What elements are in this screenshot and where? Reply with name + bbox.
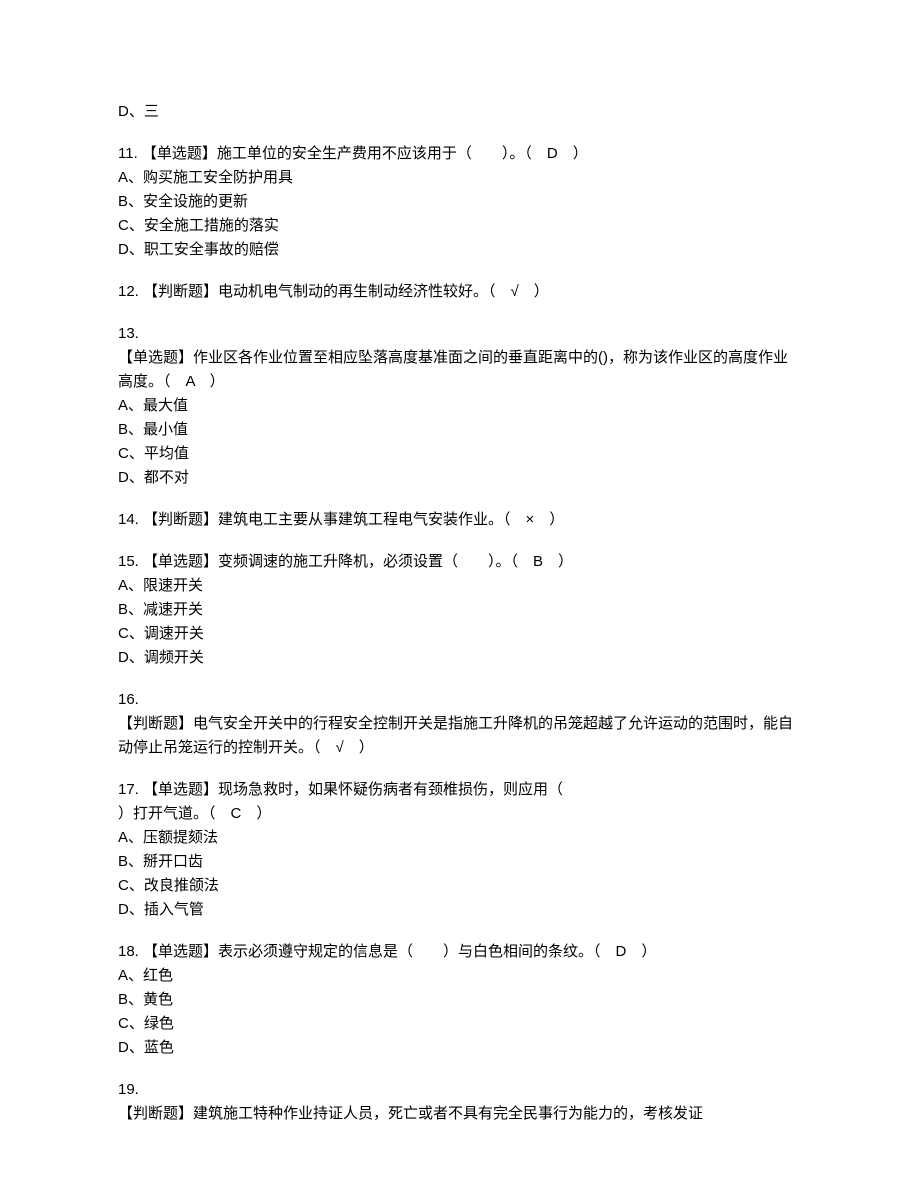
q17-stem-line1: 17. 【单选题】现场急救时，如果怀疑伤病者有颈椎损伤，则应用（ [118,778,802,802]
q13-option-d: D、都不对 [118,466,802,490]
q17-option-b: B、掰开口齿 [118,850,802,874]
q13-option-b: B、最小值 [118,418,802,442]
question-13: 13. 【单选题】作业区各作业位置至相应坠落高度基准面之间的垂直距离中的()，称… [118,322,802,490]
question-17: 17. 【单选题】现场急救时，如果怀疑伤病者有颈椎损伤，则应用（ ）打开气道。（… [118,778,802,922]
q17-stem-line2: ）打开气道。（ C ） [118,802,802,826]
q18-option-b: B、黄色 [118,988,802,1012]
question-11: 11. 【单选题】施工单位的安全生产费用不应该用于（ ）。（ D ） A、购买施… [118,142,802,262]
q15-option-a: A、限速开关 [118,574,802,598]
q15-stem: 15. 【单选题】变频调速的施工升降机，必须设置（ ）。（ B ） [118,550,802,574]
q19-num: 19. [118,1078,802,1102]
q17-option-d: D、插入气管 [118,898,802,922]
q13-option-c: C、平均值 [118,442,802,466]
q12-stem: 12. 【判断题】电动机电气制动的再生制动经济性较好。（ √ ） [118,280,802,304]
q13-stem: 【单选题】作业区各作业位置至相应坠落高度基准面之间的垂直距离中的()，称为该作业… [118,346,802,394]
q17-option-c: C、改良推颌法 [118,874,802,898]
q18-option-a: A、红色 [118,964,802,988]
q13-num: 13. [118,322,802,346]
question-14: 14. 【判断题】建筑电工主要从事建筑工程电气安装作业。（ × ） [118,508,802,532]
q18-option-d: D、蓝色 [118,1036,802,1060]
question-12: 12. 【判断题】电动机电气制动的再生制动经济性较好。（ √ ） [118,280,802,304]
question-15: 15. 【单选题】变频调速的施工升降机，必须设置（ ）。（ B ） A、限速开关… [118,550,802,670]
q11-option-d: D、职工安全事故的赔偿 [118,238,802,262]
q11-option-a: A、购买施工安全防护用具 [118,166,802,190]
q19-stem: 【判断题】建筑施工特种作业持证人员，死亡或者不具有完全民事行为能力的，考核发证 [118,1102,802,1126]
question-19: 19. 【判断题】建筑施工特种作业持证人员，死亡或者不具有完全民事行为能力的，考… [118,1078,802,1126]
q18-option-c: C、绿色 [118,1012,802,1036]
q13-option-a: A、最大值 [118,394,802,418]
q15-option-b: B、减速开关 [118,598,802,622]
q15-option-c: C、调速开关 [118,622,802,646]
q17-option-a: A、压额提颏法 [118,826,802,850]
q18-stem: 18. 【单选题】表示必须遵守规定的信息是（ ）与白色相间的条纹。（ D ） [118,940,802,964]
q11-option-b: B、安全设施的更新 [118,190,802,214]
prev-option-d: D、三 [118,100,802,124]
q16-num: 16. [118,688,802,712]
q16-stem: 【判断题】电气安全开关中的行程安全控制开关是指施工升降机的吊笼超越了允许运动的范… [118,712,802,760]
q11-stem: 11. 【单选题】施工单位的安全生产费用不应该用于（ ）。（ D ） [118,142,802,166]
q11-option-c: C、安全施工措施的落实 [118,214,802,238]
question-18: 18. 【单选题】表示必须遵守规定的信息是（ ）与白色相间的条纹。（ D ） A… [118,940,802,1060]
question-16: 16. 【判断题】电气安全开关中的行程安全控制开关是指施工升降机的吊笼超越了允许… [118,688,802,760]
q15-option-d: D、调频开关 [118,646,802,670]
q14-stem: 14. 【判断题】建筑电工主要从事建筑工程电气安装作业。（ × ） [118,508,802,532]
